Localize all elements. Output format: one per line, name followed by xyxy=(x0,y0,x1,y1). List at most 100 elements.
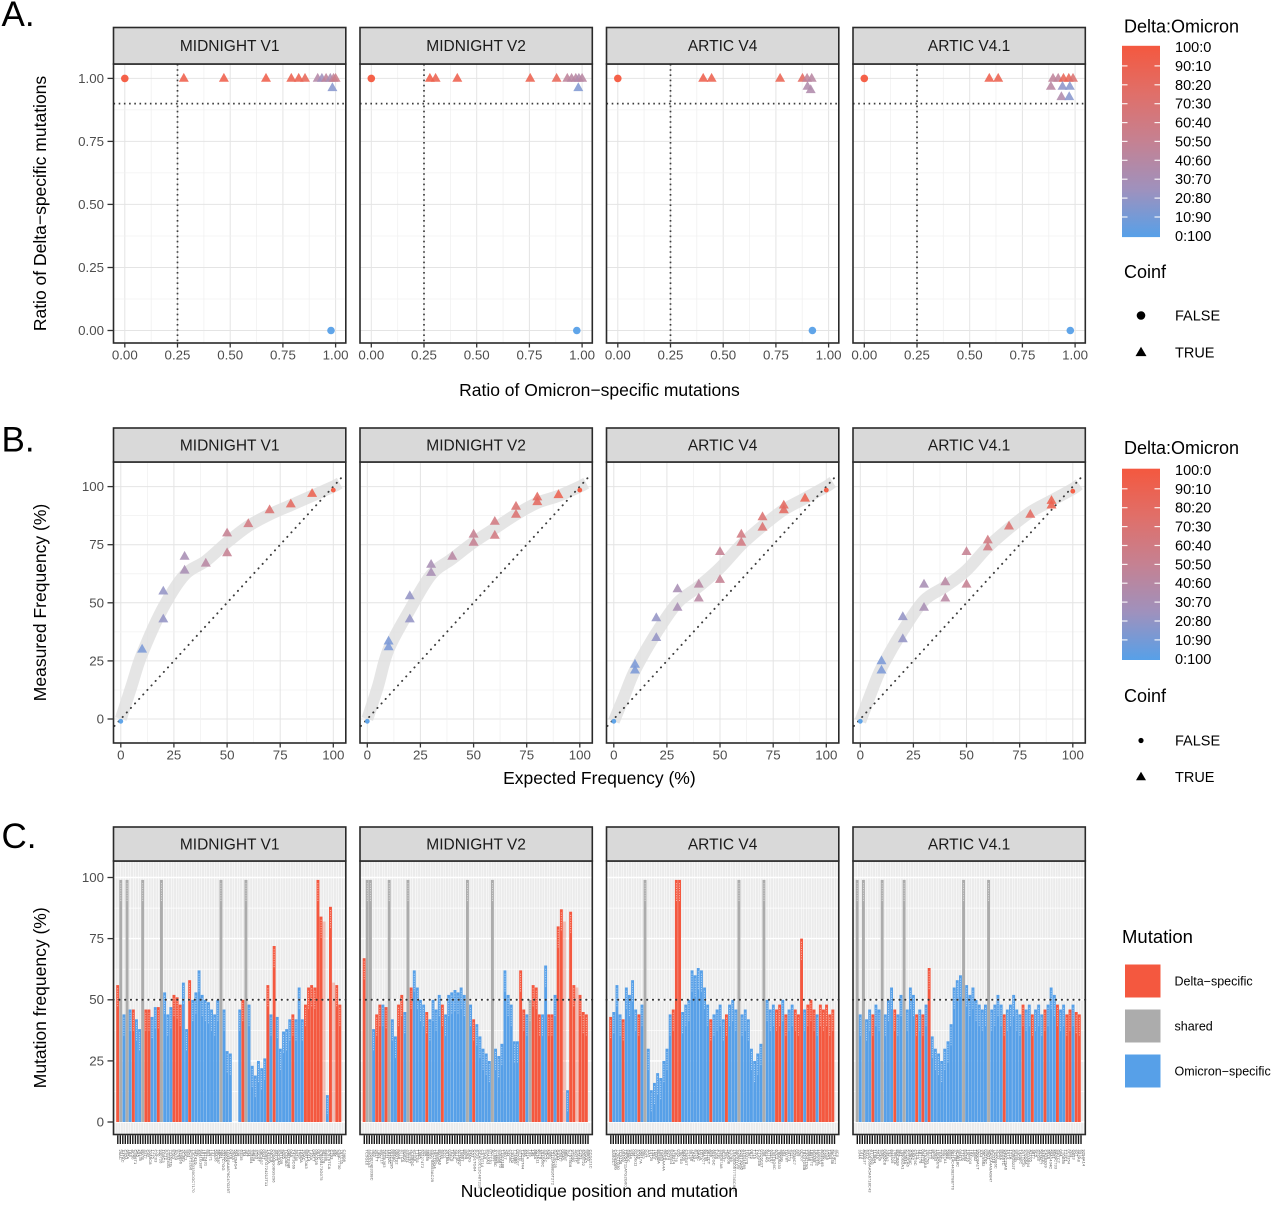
svg-text:9041G18T: 9041G18T xyxy=(199,1150,204,1170)
svg-text:75: 75 xyxy=(89,537,104,552)
svg-text:TTCG: TTCG xyxy=(961,1150,966,1161)
svg-text:AG9137: AG9137 xyxy=(863,1150,868,1166)
svg-text:0.00: 0.00 xyxy=(78,323,104,338)
svg-text:FALSE: FALSE xyxy=(1175,309,1220,325)
svg-text:TTCG1: TTCG1 xyxy=(415,1150,420,1164)
svg-text:4T318: 4T318 xyxy=(412,1150,417,1163)
svg-text:C.: C. xyxy=(2,817,37,856)
svg-text:50:50: 50:50 xyxy=(1175,134,1211,150)
svg-text:A2T05: A2T05 xyxy=(1029,1150,1034,1163)
svg-text:5723CA6: 5723CA6 xyxy=(905,1150,910,1168)
svg-text:C26A1T00: C26A1T00 xyxy=(737,1150,742,1171)
svg-text:A4TAC: A4TAC xyxy=(121,1150,126,1163)
svg-text:14337A: 14337A xyxy=(266,1150,271,1165)
svg-text:59A1434C: 59A1434C xyxy=(1049,1150,1054,1170)
svg-text:ARTIC V4.1: ARTIC V4.1 xyxy=(928,438,1010,455)
svg-text:25: 25 xyxy=(906,748,921,763)
svg-text:629T67: 629T67 xyxy=(770,1150,775,1165)
svg-text:5988: 5988 xyxy=(946,1150,951,1160)
svg-text:20T85A: 20T85A xyxy=(445,1150,450,1165)
svg-text:0562: 0562 xyxy=(641,1150,646,1160)
svg-text:73GTG: 73GTG xyxy=(510,1150,515,1164)
svg-text:1.00: 1.00 xyxy=(323,348,349,363)
svg-text:64C6: 64C6 xyxy=(546,1150,551,1161)
svg-text:046TT: 046TT xyxy=(312,1150,317,1163)
svg-text:72162TG: 72162TG xyxy=(168,1150,173,1167)
svg-text:T1913188: T1913188 xyxy=(500,1150,505,1169)
svg-text:75122A98816T272: 75122A98816T272 xyxy=(551,1150,556,1186)
svg-text:AT726G: AT726G xyxy=(870,1150,875,1165)
svg-text:CCG1TG64: CCG1TG64 xyxy=(473,1150,478,1173)
svg-text:C556T1: C556T1 xyxy=(133,1150,138,1166)
svg-text:0G4G: 0G4G xyxy=(561,1150,566,1161)
svg-text:439057A8: 439057A8 xyxy=(719,1150,724,1170)
svg-text:3GAA5: 3GAA5 xyxy=(583,1150,588,1164)
svg-text:19C16: 19C16 xyxy=(966,1150,971,1163)
svg-text:895G: 895G xyxy=(948,1150,953,1160)
svg-text:A39896: A39896 xyxy=(178,1150,183,1165)
svg-text:shared: shared xyxy=(1175,1020,1213,1034)
svg-text:226: 226 xyxy=(797,1150,802,1158)
svg-text:A7T92: A7T92 xyxy=(767,1150,772,1163)
svg-text:20:80: 20:80 xyxy=(1175,614,1211,630)
svg-text:45371: 45371 xyxy=(274,1150,279,1162)
svg-text:73C76: 73C76 xyxy=(674,1150,679,1163)
svg-text:0: 0 xyxy=(97,1115,104,1130)
svg-text:0.25: 0.25 xyxy=(165,348,191,363)
svg-text:1085: 1085 xyxy=(417,1150,422,1160)
svg-text:76G09233: 76G09233 xyxy=(777,1150,782,1170)
svg-text:3A0: 3A0 xyxy=(372,1150,377,1158)
svg-text:50TAC7: 50TAC7 xyxy=(1039,1150,1044,1166)
svg-text:100A5678: 100A5678 xyxy=(936,1150,941,1170)
svg-text:9018G: 9018G xyxy=(1014,1150,1019,1163)
svg-text:0.50: 0.50 xyxy=(710,348,736,363)
svg-text:0C3354: 0C3354 xyxy=(1066,1150,1071,1165)
svg-text:CT2GG8: CT2GG8 xyxy=(757,1150,762,1167)
svg-text:60:40: 60:40 xyxy=(1175,539,1211,555)
svg-text:6046: 6046 xyxy=(440,1150,445,1160)
svg-text:C9CT9C: C9CT9C xyxy=(913,1150,918,1166)
svg-text:603CGC: 603CGC xyxy=(712,1150,717,1166)
svg-text:4317: 4317 xyxy=(143,1150,148,1160)
svg-text:TG78T: TG78T xyxy=(785,1150,790,1163)
svg-text:434: 434 xyxy=(246,1150,251,1158)
svg-text:75: 75 xyxy=(766,748,781,763)
svg-text:809A0: 809A0 xyxy=(392,1150,397,1163)
svg-text:1T07: 1T07 xyxy=(754,1150,759,1160)
svg-text:40:60: 40:60 xyxy=(1175,153,1211,169)
svg-text:A781: A781 xyxy=(717,1150,722,1160)
svg-text:100: 100 xyxy=(82,870,104,885)
svg-text:68400: 68400 xyxy=(682,1150,687,1162)
svg-text:50:50: 50:50 xyxy=(1175,557,1211,573)
svg-text:50: 50 xyxy=(220,748,235,763)
svg-text:73T3: 73T3 xyxy=(860,1150,865,1160)
svg-text:305: 305 xyxy=(422,1150,427,1158)
svg-text:58C648: 58C648 xyxy=(830,1150,835,1165)
svg-text:770: 770 xyxy=(156,1150,161,1158)
svg-text:0.25: 0.25 xyxy=(411,348,437,363)
svg-text:0.25: 0.25 xyxy=(904,348,930,363)
svg-text:8T25: 8T25 xyxy=(694,1150,699,1160)
svg-text:T43T3C69: T43T3C69 xyxy=(292,1150,297,1170)
svg-text:187779: 187779 xyxy=(918,1150,923,1165)
svg-text:T73C1: T73C1 xyxy=(1064,1150,1069,1163)
svg-text:ARTIC V4.1: ARTIC V4.1 xyxy=(928,38,1010,55)
svg-text:ARTIC V4: ARTIC V4 xyxy=(688,438,758,455)
svg-text:T0802: T0802 xyxy=(973,1150,978,1163)
svg-text:7G3C: 7G3C xyxy=(654,1150,659,1161)
svg-text:6729: 6729 xyxy=(475,1150,480,1160)
svg-text:7A9A2: 7A9A2 xyxy=(692,1150,697,1163)
svg-text:0T7C51: 0T7C51 xyxy=(488,1150,493,1166)
svg-text:G2C9C25: G2C9C25 xyxy=(553,1150,558,1169)
svg-text:75: 75 xyxy=(273,748,288,763)
svg-text:015T6C: 015T6C xyxy=(983,1150,988,1165)
svg-text:0.00: 0.00 xyxy=(112,348,138,363)
svg-text:0879: 0879 xyxy=(749,1150,754,1160)
svg-text:4669G: 4669G xyxy=(780,1150,785,1163)
svg-text:A8CA: A8CA xyxy=(664,1150,669,1161)
svg-text:C42A: C42A xyxy=(123,1150,128,1161)
svg-text:T1GA: T1GA xyxy=(309,1150,314,1161)
svg-text:756CTA: 756CTA xyxy=(893,1150,898,1165)
svg-text:344: 344 xyxy=(505,1150,510,1158)
svg-text:B.: B. xyxy=(2,421,35,460)
